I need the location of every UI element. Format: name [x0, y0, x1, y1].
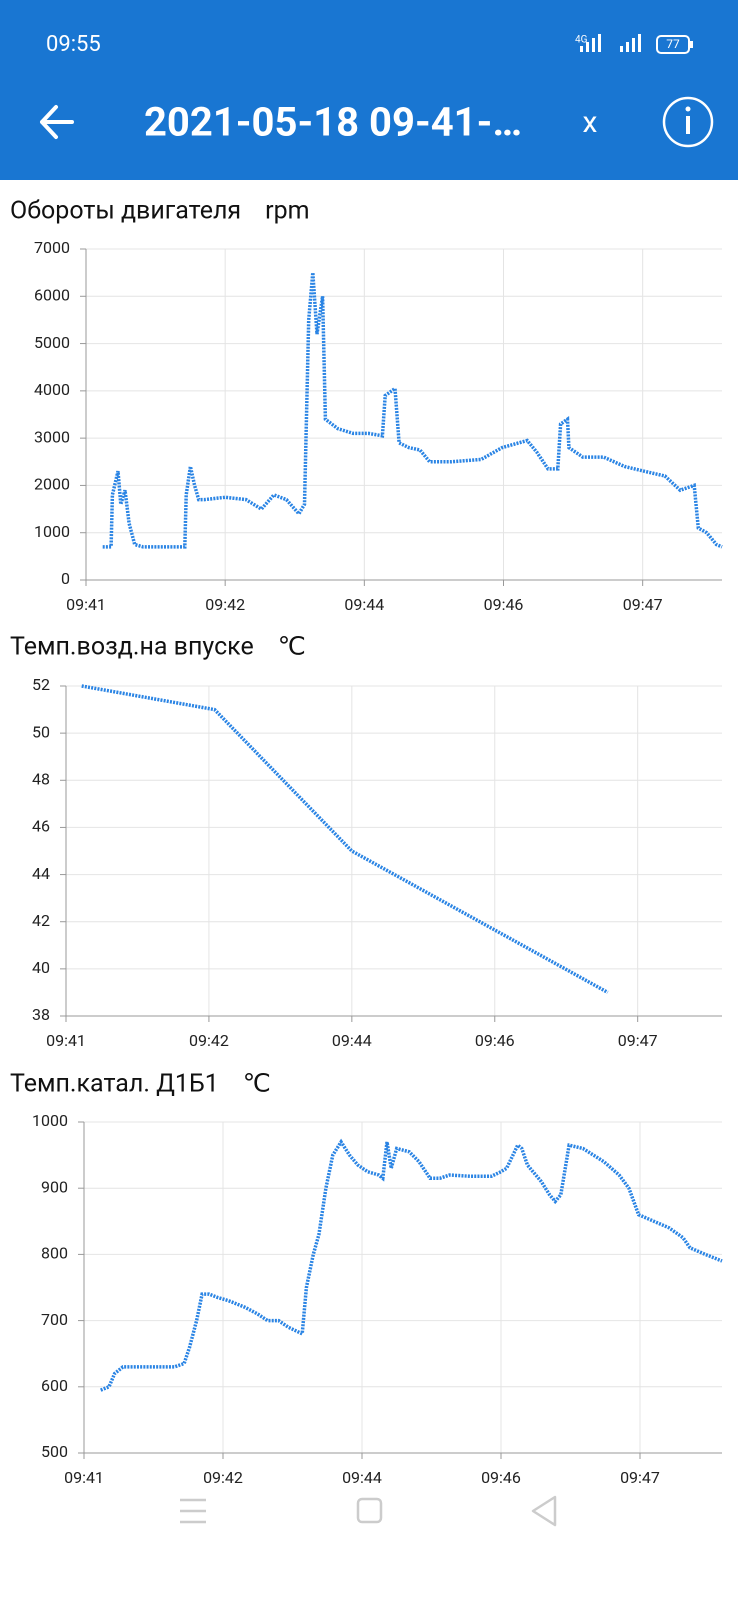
x-tick-label: 09:47	[623, 595, 663, 614]
y-tick-label: 46	[32, 817, 50, 836]
battery-tip	[690, 41, 693, 48]
close-button[interactable]: x	[583, 105, 598, 140]
chart-title: Темп.катал. Д1Б1	[10, 1070, 219, 1099]
x-tick-label: 09:42	[203, 1468, 243, 1487]
x-tick-label: 09:44	[342, 1468, 382, 1487]
x-tick-label: 09:44	[344, 595, 384, 614]
x-tick-label: 09:41	[46, 1031, 86, 1050]
x-tick-label: 09:41	[64, 1468, 104, 1487]
x-tick-label: 09:46	[481, 1468, 521, 1487]
y-tick-label: 700	[41, 1310, 68, 1329]
data-line	[81, 684, 609, 994]
data-line	[100, 1138, 723, 1392]
nav-home[interactable]	[356, 1497, 383, 1524]
y-tick-label: 40	[32, 958, 50, 977]
chart-unit: ℃	[278, 633, 306, 662]
battery-level: 77	[666, 37, 680, 51]
info-button[interactable]	[662, 96, 714, 148]
y-tick-label: 48	[32, 770, 50, 789]
y-tick-label: 900	[41, 1177, 68, 1196]
y-tick-label: 7000	[34, 238, 70, 257]
network-type: 4G	[575, 35, 588, 46]
x-tick-label: 09:47	[620, 1468, 660, 1487]
y-tick-label: 5000	[34, 333, 70, 352]
status-time: 09:55	[46, 32, 101, 57]
battery-icon	[656, 35, 690, 54]
y-tick-label: 3000	[34, 427, 70, 446]
nav-menu[interactable]	[180, 1498, 206, 1524]
x-tick-label: 09:42	[189, 1031, 229, 1050]
y-tick-label: 52	[32, 675, 50, 694]
signal-icons	[580, 34, 641, 52]
x-tick-label: 09:42	[205, 595, 245, 614]
x-tick-label: 09:46	[475, 1031, 515, 1050]
app-title: 2021-05-18 09-41-…	[144, 99, 522, 146]
data-line	[102, 272, 723, 549]
chart-unit: rpm	[265, 197, 309, 226]
y-tick-label: 44	[32, 864, 50, 883]
y-tick-label: 0	[61, 569, 70, 588]
y-tick-label: 42	[32, 911, 50, 930]
app-header	[0, 0, 738, 180]
y-tick-label: 38	[32, 1005, 50, 1024]
chart-title: Темп.возд.на впуске	[10, 633, 254, 662]
y-tick-label: 1000	[32, 1111, 68, 1130]
back-button[interactable]	[40, 105, 74, 139]
y-tick-label: 800	[41, 1244, 68, 1263]
y-tick-label: 500	[41, 1442, 68, 1461]
y-tick-label: 2000	[34, 475, 70, 494]
nav-back[interactable]	[531, 1495, 557, 1527]
y-tick-label: 600	[41, 1376, 68, 1395]
x-tick-label: 09:46	[484, 595, 524, 614]
chart-title: Обороты двигателя	[10, 197, 241, 226]
x-tick-label: 09:41	[66, 595, 106, 614]
y-tick-label: 6000	[34, 286, 70, 305]
x-tick-label: 09:47	[618, 1031, 658, 1050]
y-tick-label: 1000	[34, 522, 70, 541]
nav-bar	[180, 1495, 557, 1527]
x-tick-label: 09:44	[332, 1031, 372, 1050]
y-tick-label: 4000	[34, 380, 70, 399]
chart-unit: ℃	[243, 1070, 271, 1099]
y-tick-label: 50	[32, 722, 50, 741]
